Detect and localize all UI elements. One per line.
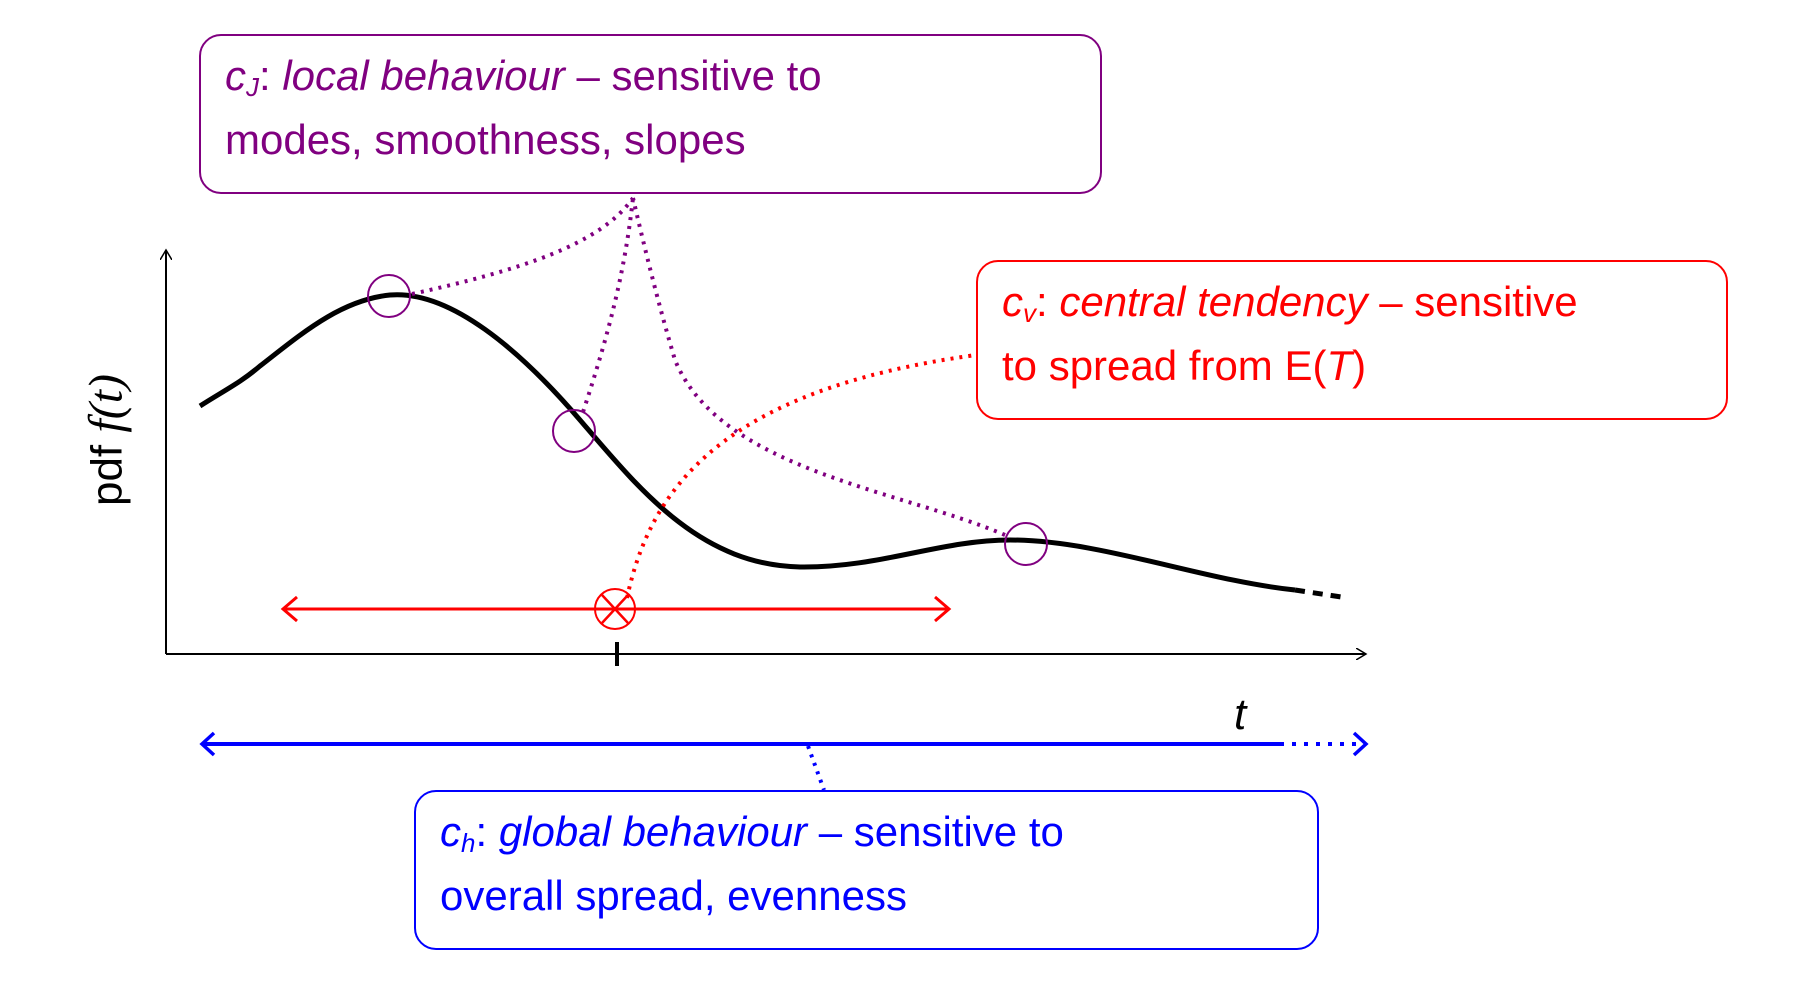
ch-callout-line2: overall spread, evenness (440, 872, 907, 919)
ch-connector (806, 745, 826, 791)
y-axis-label-prefix: pdf (82, 432, 132, 507)
cv-term: central tendency (1059, 278, 1368, 325)
cv-symbol: c (1002, 278, 1023, 325)
cj-description-start: – sensitive to (564, 52, 822, 99)
cv-line2-prefix: to spread from E( (1002, 342, 1327, 389)
cv-subscript: v (1023, 298, 1036, 328)
cj-connector-mode (411, 196, 635, 296)
cv-callout: cv: central tendency – sensitive to spre… (976, 260, 1728, 420)
cj-marker-second-mode (1004, 522, 1048, 566)
ch-description-start: – sensitive to (807, 808, 1064, 855)
pdf-curve (198, 292, 1296, 593)
pdf-curve-continuation (1294, 587, 1349, 601)
cj-connector-second-mode (631, 197, 1006, 537)
cj-callout-line1: cJ: local behaviour – sensitive to (225, 52, 822, 102)
ch-callout-line1: ch: global behaviour – sensitive to (440, 808, 1064, 858)
cj-callout: cJ: local behaviour – sensitive to modes… (199, 34, 1102, 194)
cv-mean-marker (594, 588, 636, 630)
cv-connector (625, 353, 977, 599)
y-axis-label: pdf f(t) (79, 374, 134, 506)
y-axis-label-function: f(t) (79, 373, 133, 433)
cv-callout-line2: to spread from E(T) (1002, 334, 1702, 398)
ch-callout: ch: global behaviour – sensitive to over… (414, 790, 1319, 950)
cj-term: local behaviour (282, 52, 565, 99)
cv-line2-variable: T (1326, 342, 1353, 389)
ch-global-arrow (199, 731, 1369, 757)
cv-callout-line1: cv: central tendency – sensitive (1002, 278, 1578, 328)
cv-description-start: – sensitive (1367, 278, 1578, 325)
cj-symbol: c (225, 52, 246, 99)
cj-callout-line2: modes, smoothness, slopes (225, 116, 746, 163)
ch-symbol: c (440, 808, 461, 855)
ch-subscript: h (461, 828, 476, 858)
cj-marker-mode (367, 274, 411, 318)
cj-connector-slope (581, 197, 635, 413)
cj-subscript: J (246, 72, 259, 102)
x-axis-label: t (1234, 690, 1247, 739)
ch-term: global behaviour (498, 808, 808, 855)
cj-marker-slope (552, 409, 596, 453)
cv-line2-suffix: ) (1352, 342, 1367, 389)
